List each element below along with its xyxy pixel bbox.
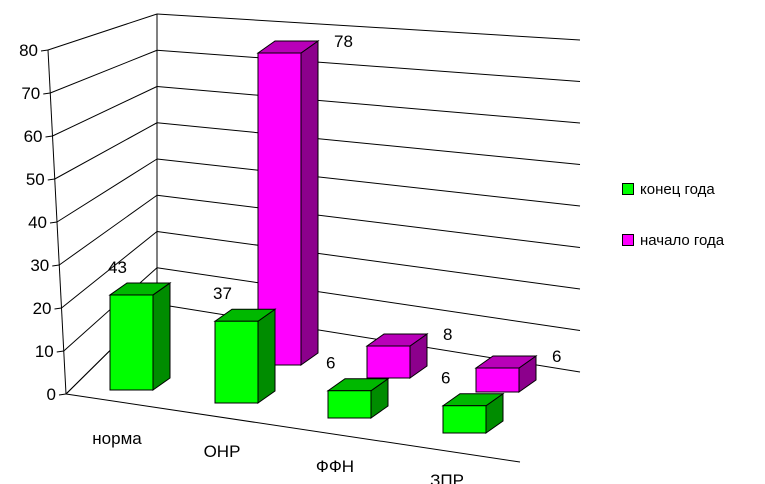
legend-item-end-of-year: конец года (622, 178, 762, 200)
y-tick-label-50: 50 (26, 170, 45, 189)
y-tick-label-60: 60 (24, 127, 43, 146)
data-label-start-of-year-2: 8 (443, 325, 452, 344)
y-tick-label-40: 40 (28, 213, 47, 232)
gridline-back-40 (156, 158, 581, 207)
data-label-end-of-year-0: 43 (108, 258, 127, 277)
gridline-back-60 (156, 86, 581, 124)
gridline-back-70 (156, 49, 581, 82)
y-tick-mark-40 (49, 221, 58, 224)
labels: 0 10 20 30 40 50 60 70 80 78 8 6 43 37 6 6 норма ОНР ФФН ЗП… (19, 32, 561, 484)
gridline-left-80 (47, 13, 158, 51)
legend-swatch-start-of-year (622, 234, 634, 246)
bar-end-of-year-1 (214, 320, 259, 404)
data-label-end-of-year-3: 6 (441, 369, 450, 388)
legend-label-end-of-year: конец года (640, 180, 715, 198)
x-category-label-1: ОНР (204, 442, 241, 461)
y-tick-mark-30 (52, 264, 60, 267)
bars (108, 40, 538, 434)
x-category-label-2: ФФН (316, 457, 354, 476)
x-category-label-0: норма (92, 429, 142, 448)
bar-end-of-year-1-side (257, 308, 276, 404)
y-tick-label-70: 70 (21, 84, 40, 103)
y-tick-mark-0 (58, 393, 67, 396)
legend-item-start-of-year: начало года (622, 229, 762, 251)
bar-start-of-year-1-side (300, 40, 319, 366)
gridline-back-20 (156, 231, 581, 290)
y-tick-label-20: 20 (33, 299, 52, 318)
gridline-left-50 (54, 122, 158, 180)
bar-end-of-year-2 (327, 390, 372, 419)
legend: конец года начало года (622, 178, 762, 280)
y-tick-mark-70 (43, 92, 51, 95)
data-label-start-of-year-1: 78 (334, 32, 353, 51)
bar-start-of-year-2 (366, 345, 411, 379)
gridline-back-80 (156, 13, 581, 41)
y-tick-label-80: 80 (19, 41, 38, 60)
legend-swatch-end-of-year (622, 183, 634, 195)
gridline-left-40 (56, 158, 158, 223)
y-tick-mark-50 (47, 178, 55, 181)
gridline-back-10 (156, 267, 581, 331)
y-tick-mark-80 (40, 49, 49, 52)
bar-end-of-year-0-side (152, 282, 171, 391)
gridline-left-70 (50, 49, 158, 94)
gridline-back-30 (156, 194, 581, 248)
bar-end-of-year-3 (442, 405, 487, 434)
gridline-left-60 (52, 86, 158, 137)
data-label-start-of-year-3: 6 (552, 347, 561, 366)
bar-end-of-year-0 (109, 294, 154, 391)
y-tick-mark-10 (56, 350, 64, 353)
y-tick-label-10: 10 (35, 342, 54, 361)
data-label-end-of-year-1: 37 (213, 284, 232, 303)
x-category-label-3: ЗПР (430, 471, 464, 484)
gridline-left-30 (58, 194, 158, 266)
data-label-end-of-year-2: 6 (326, 354, 335, 373)
x-axis (65, 393, 521, 463)
y-tick-label-0: 0 (47, 385, 56, 404)
y-tick-mark-20 (54, 307, 62, 310)
bar-start-of-year-3 (475, 367, 520, 393)
gridline-left-20 (61, 231, 158, 309)
y-tick-mark-60 (45, 135, 53, 138)
legend-label-start-of-year: начало года (640, 231, 725, 249)
y-tick-label-30: 30 (30, 256, 49, 275)
gridline-back-50 (156, 122, 581, 165)
